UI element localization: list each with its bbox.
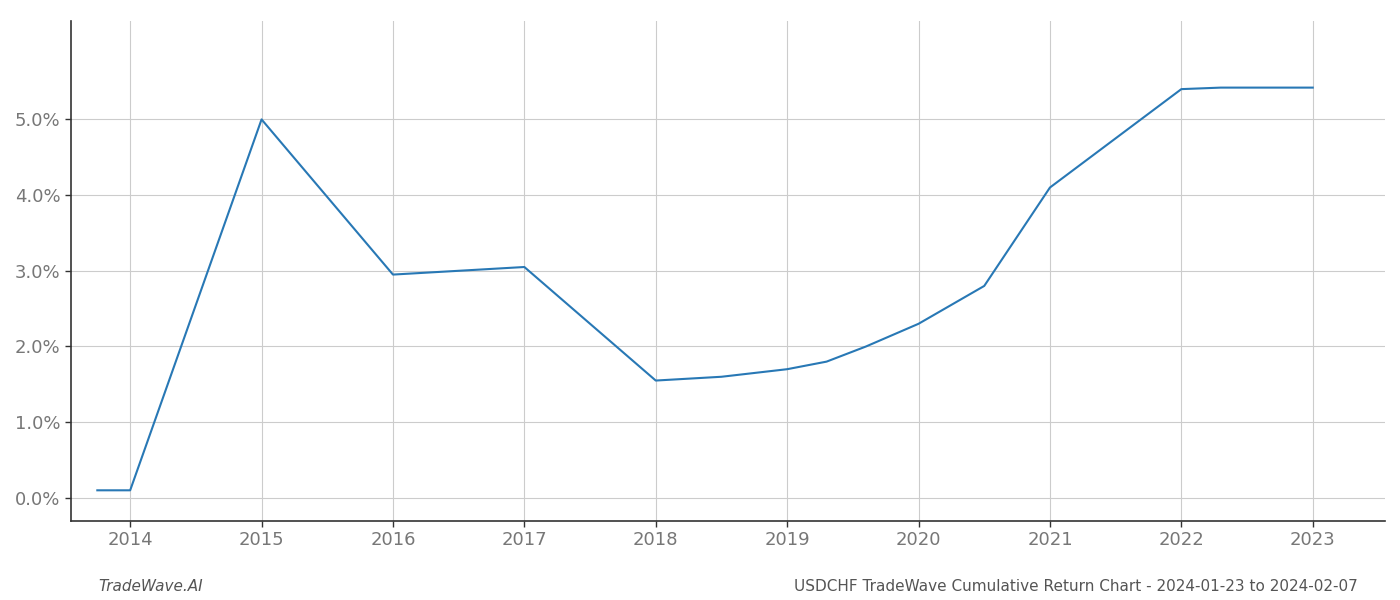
Text: USDCHF TradeWave Cumulative Return Chart - 2024-01-23 to 2024-02-07: USDCHF TradeWave Cumulative Return Chart… [794,579,1358,594]
Text: TradeWave.AI: TradeWave.AI [98,579,203,594]
